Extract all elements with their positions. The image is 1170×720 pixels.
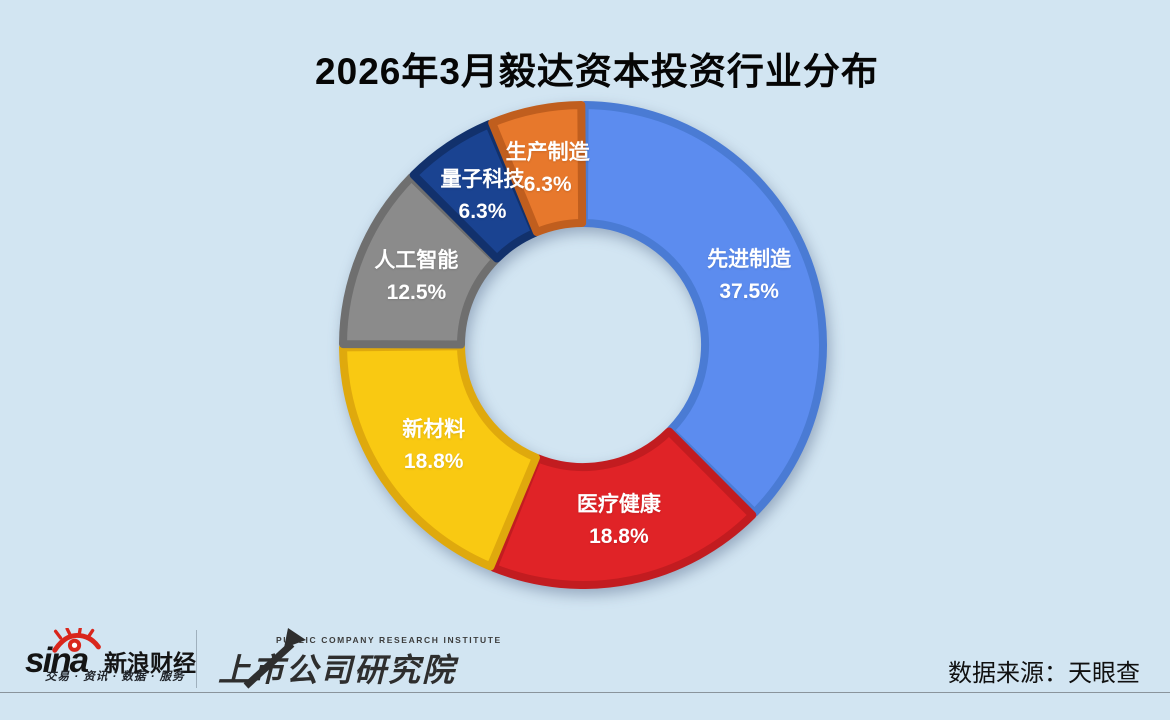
donut-slice-医疗健康 [489,427,757,589]
sina-eye-icon [52,628,101,653]
donut-slice-先进制造 [579,101,827,517]
donut-slice-生产制造 [488,101,587,237]
sina-finance-wordmark: 新浪财经 [104,650,196,676]
donut-slice-新材料 [339,342,540,571]
sina-tagline: 交易 · 资讯 · 数据 · 服务 [45,671,185,683]
data-source-label: 数据来源：天眼查 [948,660,1140,687]
institute-wordmark: 上市公司研究院 [218,652,457,688]
institute-english-label: PUBLIC COMPANY RESEARCH INSTITUTE [276,635,502,645]
institute-arrow-icon [243,628,306,689]
footer-divider [196,630,197,688]
footer-rule [0,692,1170,693]
chart-title: 2026年3月毅达资本投资行业分布 [315,50,879,92]
